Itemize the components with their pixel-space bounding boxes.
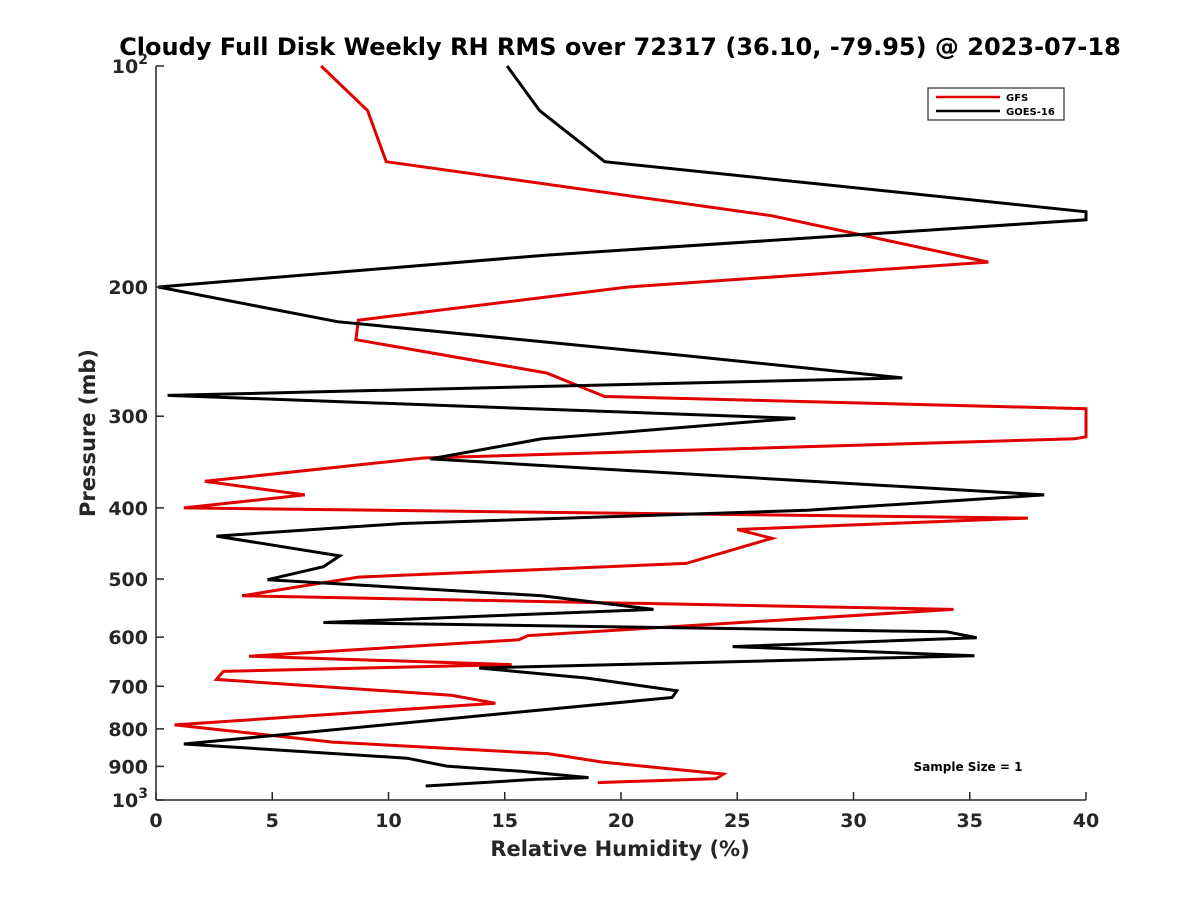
y-tick-label: 103: [112, 786, 148, 812]
series-line-goes-16: [158, 65, 1088, 788]
x-tick-label: 20: [608, 810, 634, 832]
x-axis-label: Relative Humidity (%): [490, 837, 749, 861]
y-tick-label: 500: [108, 569, 148, 591]
y-tick-label: 600: [108, 627, 148, 649]
legend: GFS GOES-16: [927, 87, 1065, 121]
y-tick-label: 900: [108, 756, 148, 778]
series-line-gfs: [174, 64, 1088, 785]
x-tick-label: 15: [492, 810, 518, 832]
plot-area: [158, 64, 1088, 788]
x-tick-label: 25: [724, 810, 750, 832]
y-tick-label: 200: [108, 277, 148, 299]
y-axis: 102 200 300 400 500 600 700 800 900 103: [108, 52, 164, 812]
y-tick-label: 300: [108, 406, 148, 428]
x-tick-label: 40: [1073, 810, 1099, 832]
sample-size-annotation: Sample Size = 1: [914, 760, 1023, 774]
y-tick-label: 700: [108, 676, 148, 698]
x-tick-label: 5: [266, 810, 279, 832]
x-axis: 0 5 10 15 20 25 30 35 40: [149, 792, 1099, 832]
legend-label: GOES-16: [1006, 107, 1055, 118]
y-tick-label: 400: [108, 498, 148, 520]
y-axis-label: Pressure (mb): [76, 349, 100, 517]
x-tick-label: 35: [957, 810, 983, 832]
legend-box: [927, 87, 1065, 121]
chart-title: Cloudy Full Disk Weekly RH RMS over 7231…: [119, 33, 1121, 61]
x-tick-label: 0: [149, 810, 162, 832]
y-tick-label: 800: [108, 719, 148, 741]
legend-label: GFS: [1006, 93, 1028, 104]
x-tick-label: 30: [840, 810, 866, 832]
x-tick-label: 10: [375, 810, 401, 832]
y-tick-label: 102: [112, 52, 148, 78]
